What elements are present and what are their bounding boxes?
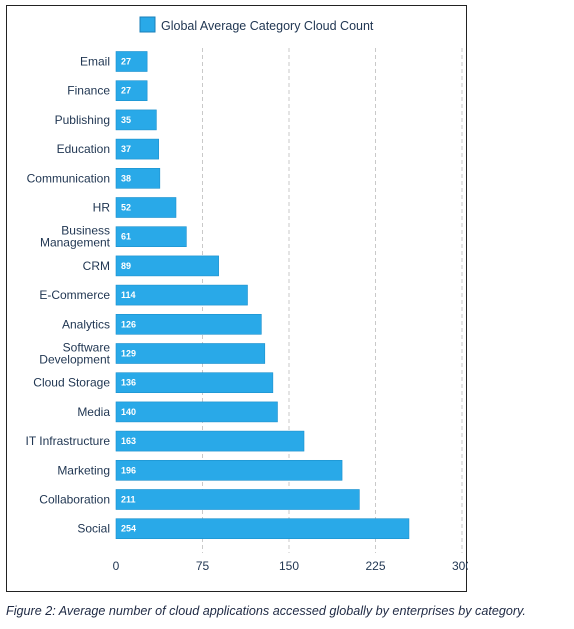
category-label: Education — [57, 142, 110, 156]
category-label: Cloud Storage — [33, 376, 110, 390]
x-tick-label: 0 — [113, 559, 120, 573]
bar — [115, 226, 187, 247]
category-label: Finance — [67, 84, 110, 98]
bar — [115, 430, 305, 452]
data-label: 27 — [121, 86, 131, 96]
bar — [115, 109, 157, 131]
bar — [115, 80, 148, 101]
category-label-line: Management — [40, 236, 111, 250]
data-label: 61 — [121, 232, 131, 242]
data-label: 196 — [121, 465, 136, 475]
data-label: 129 — [121, 349, 136, 359]
bar-chart: 27 27 35 37 38 52 61 89 114 126 129 136 140 163 196 211… — [26, 16, 468, 573]
category-label: Social — [77, 522, 110, 536]
data-label: 126 — [121, 319, 136, 329]
category-label: CRM — [83, 259, 110, 273]
category-label: Media — [77, 405, 110, 419]
bar — [115, 372, 274, 394]
category-label: Marketing — [57, 463, 110, 477]
category-label-line: Software — [63, 341, 111, 355]
x-tick-labels: 0 75 150 225 300 — [113, 559, 468, 573]
category-labels: Email Finance Publishing Education Communica… — [26, 55, 111, 536]
category-label: Analytics — [62, 317, 110, 331]
bar — [115, 401, 278, 423]
category-label: Publishing — [55, 113, 110, 127]
figure-caption: Figure 2: Average number of cloud applic… — [6, 604, 526, 618]
data-label: 254 — [121, 524, 136, 534]
x-tick-label: 300 — [452, 559, 468, 573]
category-label: Communication — [27, 171, 110, 185]
bar — [115, 343, 266, 364]
bar — [115, 168, 161, 189]
bar — [115, 197, 177, 218]
bars: 27 27 35 37 38 52 61 89 114 126 129 136 140 163 196 211… — [115, 51, 410, 540]
category-label-line: Development — [39, 353, 110, 367]
data-label: 27 — [121, 57, 131, 67]
category-label: IT Infrastructure — [26, 434, 111, 448]
data-label: 38 — [121, 173, 131, 183]
legend-label: Global Average Category Cloud Count — [161, 19, 374, 33]
category-label: E-Commerce — [39, 288, 110, 302]
data-label: 211 — [121, 495, 136, 505]
category-label: Email — [80, 55, 110, 69]
bar — [115, 284, 248, 306]
data-label: 35 — [121, 115, 131, 125]
legend-swatch — [139, 16, 156, 33]
bar — [115, 518, 410, 540]
x-tick-label: 150 — [279, 559, 299, 573]
data-label: 52 — [121, 203, 131, 213]
data-label: 114 — [121, 290, 136, 300]
category-label: Software Development — [39, 341, 110, 367]
data-label: 89 — [121, 261, 131, 271]
category-label: Collaboration — [39, 493, 110, 507]
category-label: HR — [93, 201, 111, 215]
data-label: 163 — [121, 436, 136, 446]
category-label: Business Management — [40, 224, 111, 250]
legend: Global Average Category Cloud Count — [139, 16, 374, 33]
data-label: 136 — [121, 378, 136, 388]
data-label: 37 — [121, 144, 131, 154]
data-label: 140 — [121, 407, 136, 417]
bar — [115, 255, 219, 277]
category-label-line: Business — [61, 224, 110, 238]
x-tick-label: 225 — [365, 559, 385, 573]
bar — [115, 459, 343, 481]
bar — [115, 51, 148, 72]
chart-frame: 27 27 35 37 38 52 61 89 114 126 129 136 140 163 196 211… — [6, 5, 468, 592]
x-tick-label: 75 — [196, 559, 210, 573]
bar — [115, 313, 262, 335]
bar — [115, 489, 360, 510]
bar — [115, 138, 159, 160]
